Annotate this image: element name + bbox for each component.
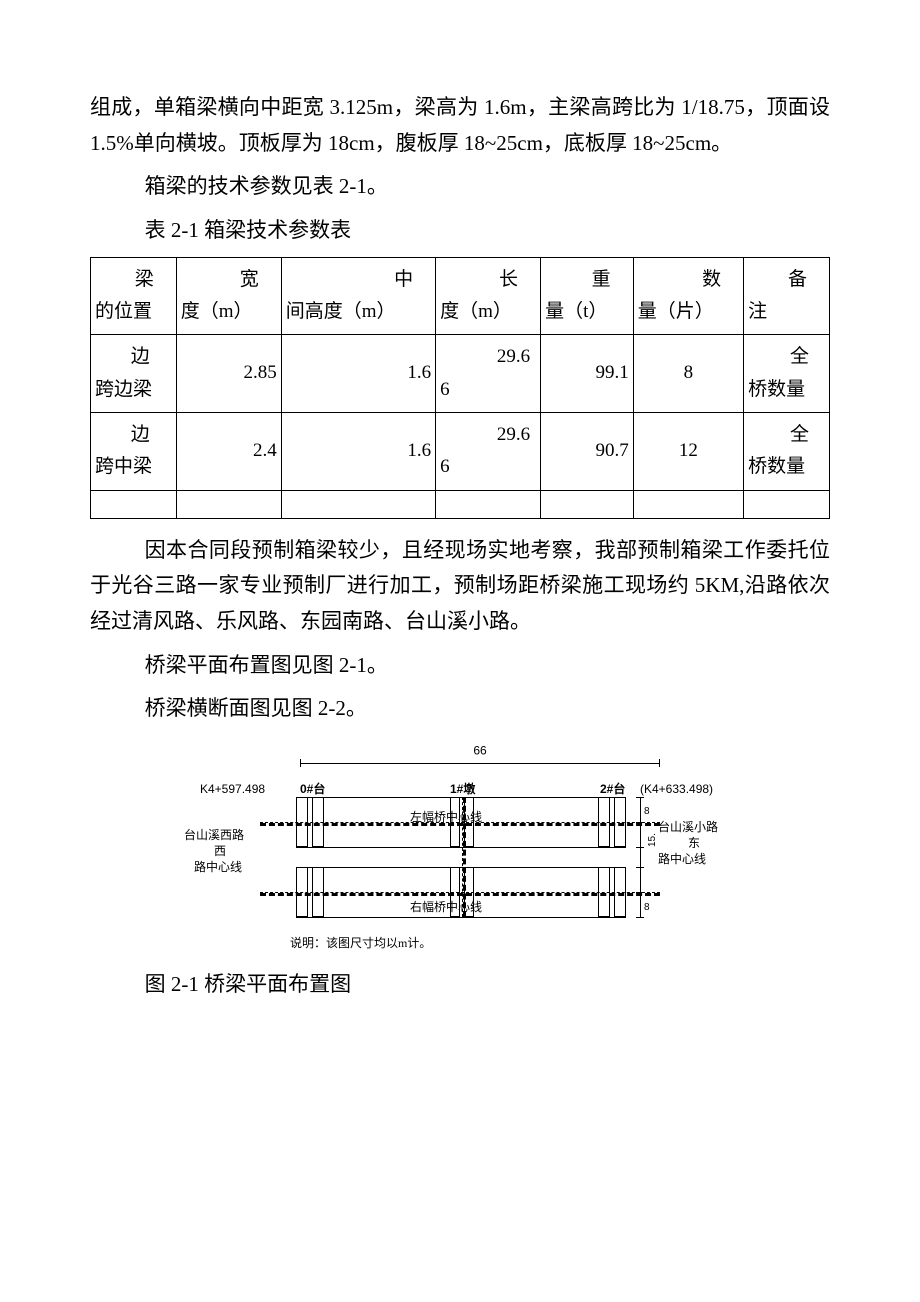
cell-position: 边跨边梁 xyxy=(91,335,177,413)
left-road-label-3: 路中心线 xyxy=(194,857,242,877)
table-row-empty xyxy=(91,490,830,518)
table-row: 边跨边梁2.851.629.6699.18全桥数量 xyxy=(91,335,830,413)
cell-remark: 全桥数量 xyxy=(744,412,830,490)
right-axis-label: 右幅桥中心线 xyxy=(410,897,482,917)
table-header-cell: 重量（t） xyxy=(541,257,634,335)
table-caption: 表 2-1 箱梁技术参数表 xyxy=(90,213,830,249)
plan-ref-paragraph: 桥梁平面布置图见图 2-1。 xyxy=(90,648,830,684)
cell-weight: 99.1 xyxy=(541,335,634,413)
table-header-cell: 梁的位置 xyxy=(91,257,177,335)
right-road-label-3: 路中心线 xyxy=(658,849,706,869)
right-station-label: (K4+633.498) xyxy=(640,779,713,799)
cell-width: 2.4 xyxy=(176,412,281,490)
cell-length: 29.66 xyxy=(436,412,541,490)
table-header-cell: 备注 xyxy=(744,257,830,335)
cell-remark: 全桥数量 xyxy=(744,335,830,413)
side-dim-top: 8 xyxy=(644,803,650,820)
diagram-note: 说明：该图尺寸均以m计。 xyxy=(200,933,720,953)
cell-weight: 90.7 xyxy=(541,412,634,490)
cell-height: 1.6 xyxy=(281,335,435,413)
table-header-row: 梁的位置宽度（m）中间高度（m）长度（m）重量（t）数量（片）备注 xyxy=(91,257,830,335)
tech-ref-paragraph: 箱梁的技术参数见表 2-1。 xyxy=(90,169,830,205)
cell-qty: 12 xyxy=(633,412,743,490)
left-station-label: K4+597.498 xyxy=(200,779,265,799)
bridge-plan-diagram: 66 K4+597.498 0#台 1#墩 2#台 (K4+633.498) 台… xyxy=(200,749,720,953)
cell-width: 2.85 xyxy=(176,335,281,413)
beam-parameter-table: 梁的位置宽度（m）中间高度（m）长度（m）重量（t）数量（片）备注 边跨边梁2.… xyxy=(90,257,830,519)
table-header-cell: 中间高度（m） xyxy=(281,257,435,335)
cell-length: 29.66 xyxy=(436,335,541,413)
figure-caption: 图 2-1 桥梁平面布置图 xyxy=(90,967,830,1003)
section-ref-paragraph: 桥梁横断面图见图 2-2。 xyxy=(90,691,830,727)
table-header-cell: 宽度（m） xyxy=(176,257,281,335)
intro-paragraph: 组成，单箱梁横向中距宽 3.125m，梁高为 1.6m，主梁高跨比为 1/18.… xyxy=(90,90,830,161)
after-table-paragraph: 因本合同段预制箱梁较少，且经现场实地考察，我部预制箱梁工作委托位于光谷三路一家专… xyxy=(90,533,830,640)
cell-height: 1.6 xyxy=(281,412,435,490)
overall-length-label: 66 xyxy=(473,741,486,761)
table-row: 边跨中梁2.41.629.6690.712全桥数量 xyxy=(91,412,830,490)
side-dim-mid: 15. xyxy=(644,833,661,847)
left-axis-label: 左幅桥中心线 xyxy=(410,807,482,827)
side-dim-bot: 8 xyxy=(644,899,650,916)
cell-position: 边跨中梁 xyxy=(91,412,177,490)
table-header-cell: 长度（m） xyxy=(436,257,541,335)
cell-qty: 8 xyxy=(633,335,743,413)
table-header-cell: 数量（片） xyxy=(633,257,743,335)
